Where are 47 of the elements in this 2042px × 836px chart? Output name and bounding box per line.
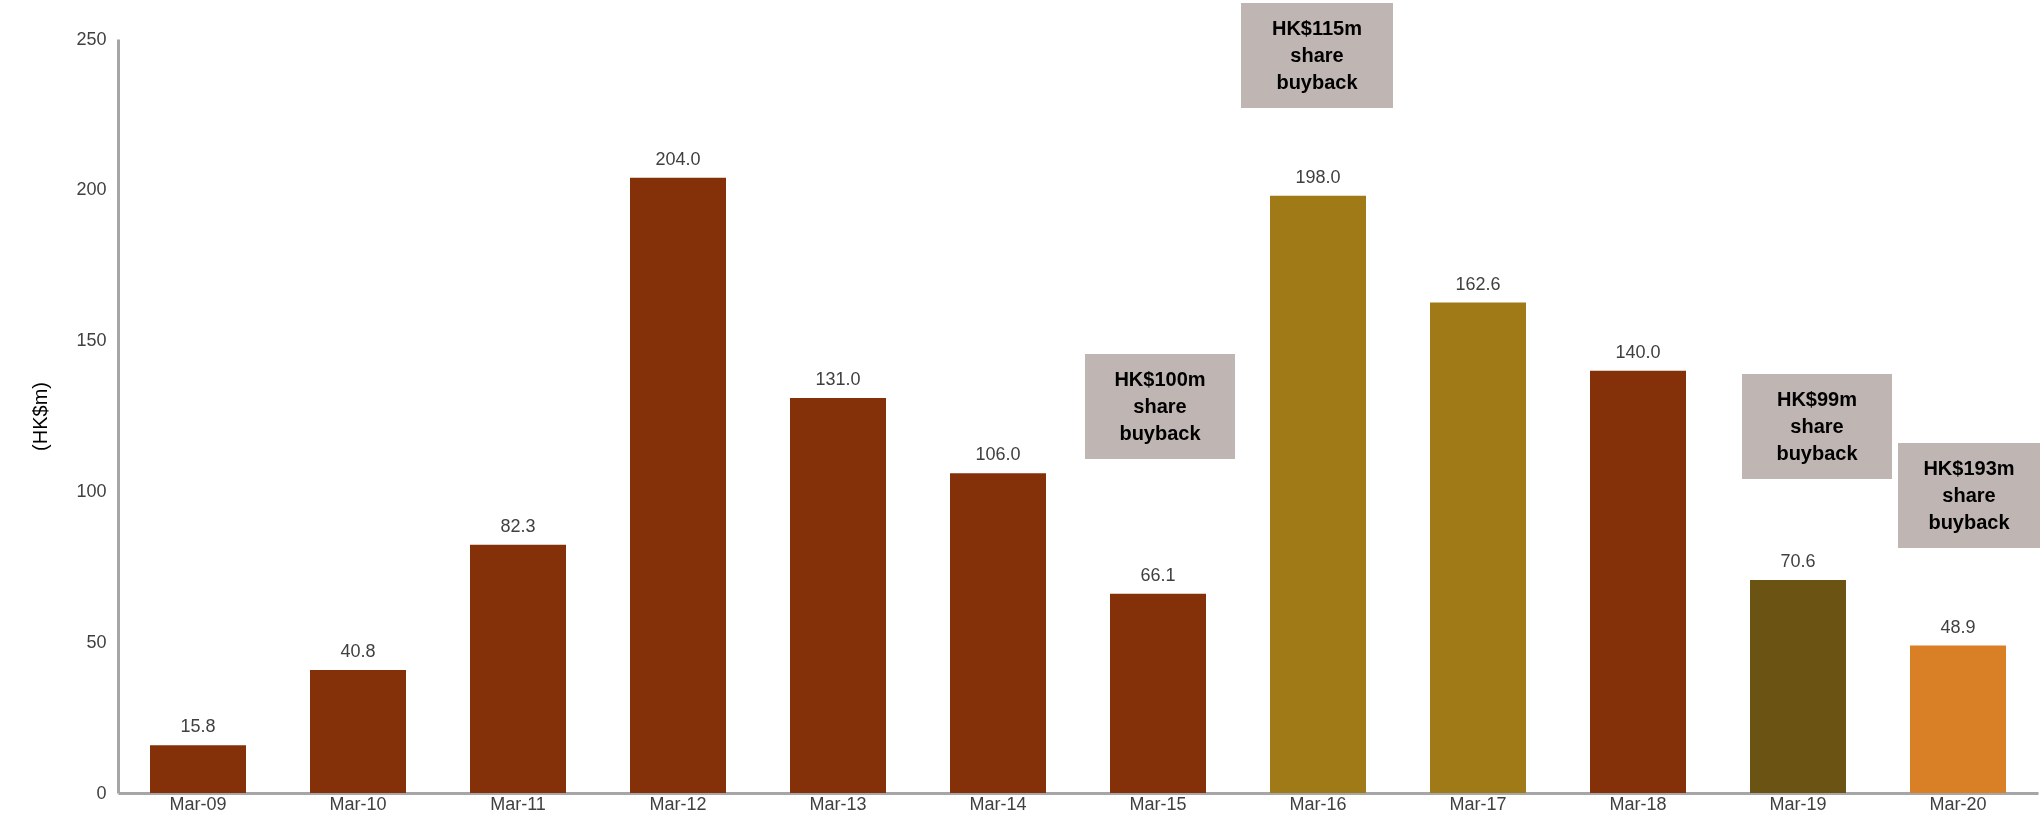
y-tick-label: 200 — [76, 179, 107, 200]
x-tick-label: Mar-17 — [1449, 793, 1507, 814]
bar — [950, 473, 1046, 793]
data-label: 70.6 — [1780, 551, 1816, 572]
data-label: 48.9 — [1940, 616, 1976, 637]
bar — [1590, 370, 1686, 793]
x-tick-label: Mar-15 — [1129, 793, 1187, 814]
y-tick-label: 0 — [96, 782, 107, 803]
y-tick-label: 250 — [76, 28, 107, 49]
data-label: 82.3 — [500, 515, 536, 536]
bar — [310, 669, 406, 793]
x-tick-label: Mar-20 — [1929, 793, 1987, 814]
data-label: 66.1 — [1140, 564, 1176, 585]
callout-box: HK$115m share buyback — [1241, 3, 1393, 108]
callout-box: HK$193m share buyback — [1898, 443, 2040, 548]
data-label: 204.0 — [655, 148, 701, 169]
callout-box: HK$100m share buyback — [1085, 354, 1235, 459]
bar — [150, 745, 246, 793]
data-label: 106.0 — [975, 444, 1021, 465]
y-tick-label: 150 — [76, 330, 107, 351]
y-axis-title: (HK$m) — [29, 382, 52, 451]
y-tick-label: 100 — [76, 480, 107, 501]
data-label: 40.8 — [340, 640, 376, 661]
callout-box: HK$99m share buyback — [1742, 374, 1892, 479]
x-tick-label: Mar-16 — [1289, 793, 1347, 814]
x-tick-label: Mar-11 — [490, 793, 546, 814]
data-label: 140.0 — [1615, 341, 1661, 362]
x-tick-label: Mar-14 — [969, 793, 1027, 814]
x-tick-label: Mar-19 — [1769, 793, 1827, 814]
x-tick-label: Mar-09 — [169, 793, 227, 814]
x-tick-label: Mar-13 — [809, 793, 867, 814]
bar — [630, 177, 726, 793]
bar — [790, 397, 886, 793]
x-tick-label: Mar-18 — [1609, 793, 1667, 814]
bar — [1110, 593, 1206, 793]
bar — [470, 544, 566, 793]
bar — [1270, 195, 1366, 793]
data-label: 131.0 — [815, 368, 861, 389]
x-tick-label: Mar-10 — [329, 793, 387, 814]
x-tick-label: Mar-12 — [649, 793, 707, 814]
bar — [1750, 580, 1846, 793]
bar — [1430, 302, 1526, 793]
data-label: 162.6 — [1455, 273, 1501, 294]
data-label: 198.0 — [1295, 166, 1341, 187]
data-label: 15.8 — [180, 716, 216, 737]
bar — [1910, 645, 2006, 793]
y-tick-label: 50 — [86, 631, 107, 652]
